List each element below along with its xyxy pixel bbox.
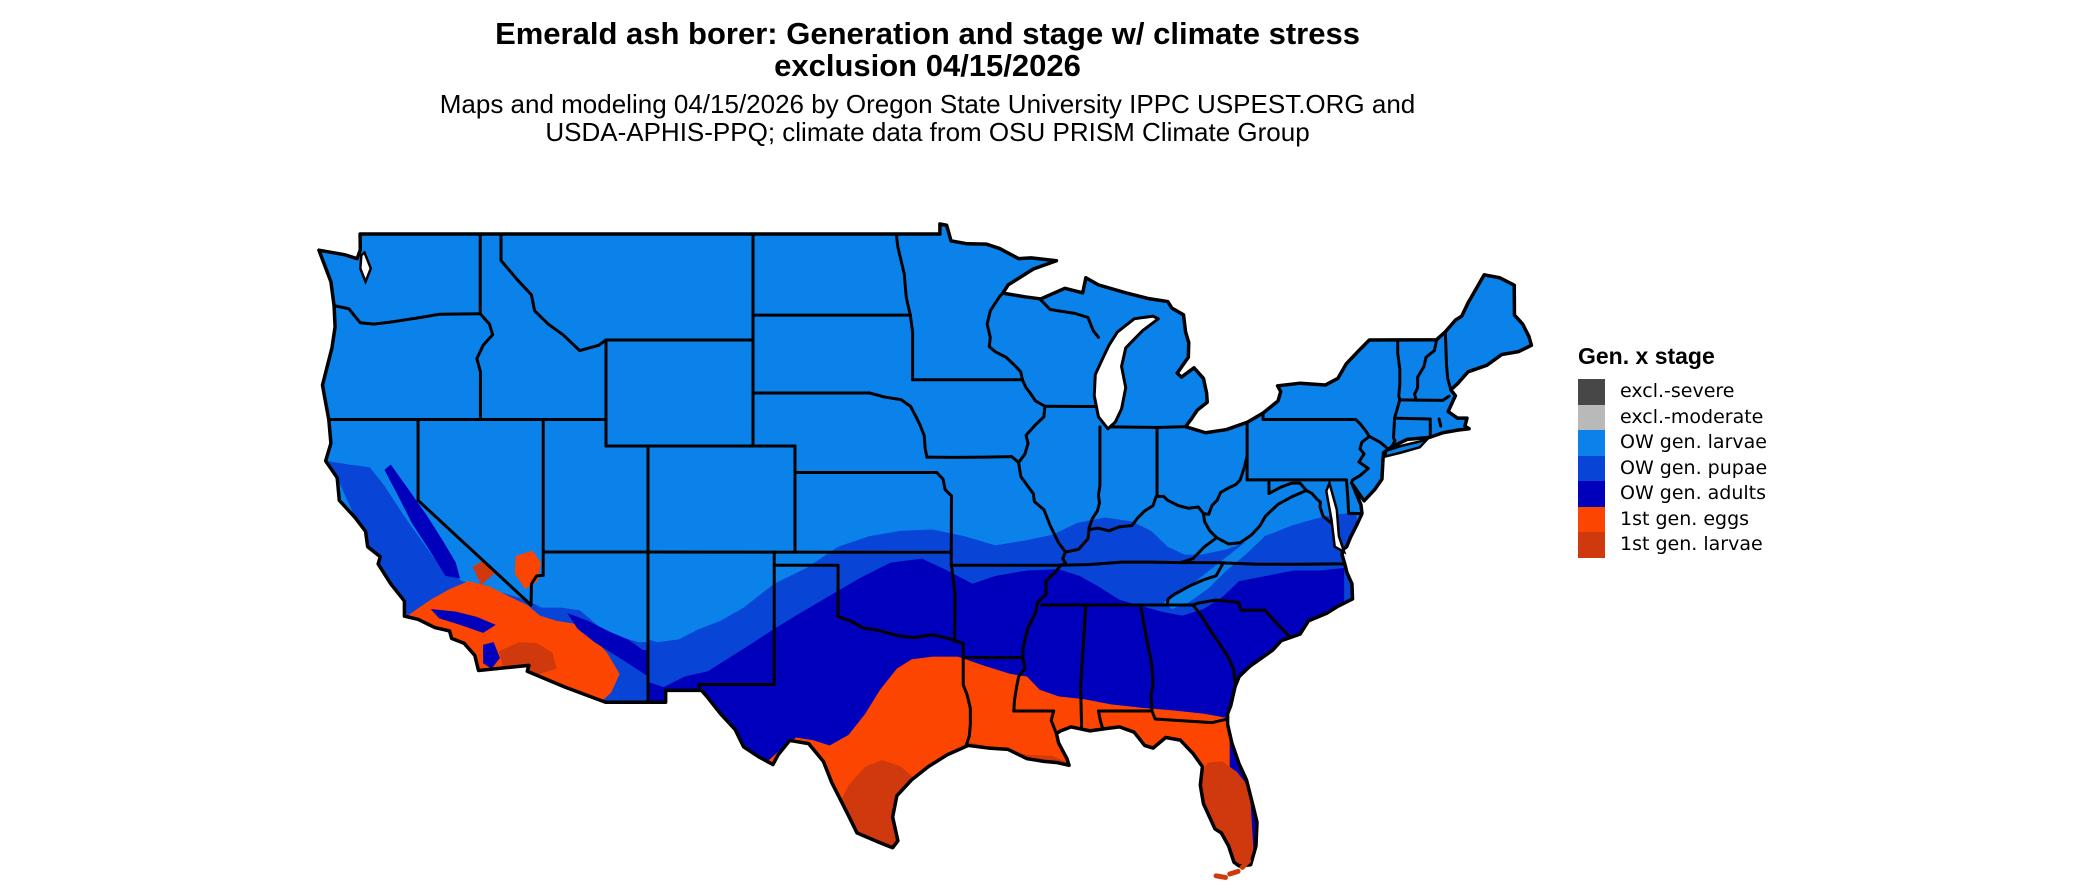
florida-keys [1216, 876, 1225, 878]
state-border-line [1014, 565, 1061, 711]
map-legend: Gen. x stage excl.-severe excl.-moderate O… [1578, 344, 1767, 558]
state-border-line [896, 234, 910, 315]
legend-swatch-ow-gen-larvae [1578, 430, 1605, 456]
patch-transverse-adults [430, 608, 496, 633]
state-border-line [963, 643, 970, 745]
state-border-line [1400, 396, 1449, 400]
state-border-line [1089, 427, 1100, 528]
chesapeake-bay [1326, 483, 1344, 552]
state-border-line [774, 565, 838, 616]
legend-swatch-1st-gen-larvae [1578, 532, 1605, 558]
puget-sound [360, 253, 371, 282]
legend-swatch-excl-severe [1578, 379, 1605, 405]
legend-label: 1st gen. eggs [1620, 507, 1750, 530]
legend-swatch-excl-moderate [1578, 404, 1605, 430]
state-border-line [753, 393, 927, 457]
title-line-1: Emerald ash borer: Generation and stage … [495, 16, 1360, 51]
florida-keys [1230, 871, 1238, 874]
legend-swatch-ow-gen-adults [1578, 481, 1605, 507]
patch-sierra-adults [384, 464, 461, 579]
legend-items: excl.-severe excl.-moderate OW gen. larvae… [1578, 379, 1767, 558]
florida-keys [1242, 861, 1248, 868]
patch-southwest-eggs [407, 581, 620, 703]
state-border-line [1445, 332, 1450, 390]
state-borders [329, 234, 1451, 745]
state-border-line [1439, 419, 1441, 426]
legend-item: excl.-moderate [1578, 404, 1767, 430]
state-border-line [987, 293, 1022, 380]
state-border-line [1352, 436, 1370, 483]
state-border-line [937, 473, 952, 496]
legend-label: excl.-moderate [1620, 405, 1764, 428]
legend-item: 1st gen. larvae [1578, 532, 1767, 558]
state-border-line [1193, 605, 1235, 682]
state-border-line [1019, 406, 1045, 462]
state-border-line [334, 306, 480, 325]
title-line-2: exclusion 04/15/2026 [774, 48, 1081, 83]
legend-swatch-1st-gen-eggs [1578, 506, 1605, 532]
legend-label: 1st gen. larvae [1620, 533, 1763, 555]
legend-item: OW gen. adults [1578, 481, 1767, 507]
legend-item: OW gen. larvae [1578, 430, 1767, 456]
map-projection-group [319, 224, 1532, 892]
legend-label: OW gen. adults [1620, 482, 1767, 504]
legend-item: 1st gen. eggs [1578, 506, 1767, 532]
state-border-line [1415, 340, 1437, 400]
state-border-line [1061, 562, 1345, 565]
subtitle-line-1: Maps and modeling 04/15/2026 by Oregon S… [439, 89, 1416, 119]
map-raster-bands [318, 223, 1532, 867]
state-border-line [1065, 456, 1247, 552]
state-border-line [1019, 462, 1066, 565]
patch-peninsular-adults [483, 642, 500, 669]
patch-appalachian-larvae [1163, 493, 1294, 609]
state-border-line [951, 565, 955, 641]
state-border-line [1346, 480, 1362, 514]
state-border-line [699, 552, 774, 690]
state-border-line [910, 315, 912, 380]
state-border-line [477, 314, 493, 420]
state-border-line [1081, 605, 1086, 730]
state-border-line [1040, 299, 1099, 338]
state-border-line [1098, 711, 1103, 730]
legend-label: excl.-severe [1620, 380, 1735, 402]
state-border-line [1098, 711, 1227, 723]
legend-item: excl.-severe [1578, 379, 1767, 405]
long-island [1385, 439, 1427, 456]
state-border-line [501, 234, 606, 351]
conus-outline [319, 224, 1532, 866]
state-border-line [1217, 491, 1307, 545]
state-border-line [1263, 412, 1369, 436]
state-border-line [1269, 483, 1336, 527]
state-border-line [1022, 380, 1044, 407]
subtitle-line-2: USDA-APHIS-PPQ; climate data from OSU PR… [545, 117, 1310, 147]
state-border-line [838, 617, 963, 644]
state-border-line [1140, 605, 1153, 711]
legend-label: OW gen. larvae [1620, 431, 1767, 453]
state-border-line [418, 420, 531, 606]
lake-michigan [1094, 316, 1158, 429]
state-border-line [1014, 711, 1056, 732]
chart-subtitle: Maps and modeling 04/15/2026 by Oregon S… [0, 90, 1855, 146]
state-border-line [531, 420, 543, 606]
chart-title: Emerald ash borer: Generation and stage … [0, 18, 1855, 82]
legend-item: OW gen. pupae [1578, 455, 1768, 481]
state-border-line [1193, 600, 1289, 635]
legend-title: Gen. x stage [1578, 343, 1715, 369]
legend-label: OW gen. pupae [1620, 456, 1768, 479]
state-border-line [1369, 436, 1386, 447]
state-border-line [1395, 418, 1431, 435]
state-border-line [1167, 563, 1223, 605]
state-border-line [927, 457, 1019, 463]
state-border-line [1107, 427, 1186, 428]
patch-mogollon-adults [567, 612, 648, 677]
legend-swatch-ow-gen-pupae [1578, 455, 1605, 481]
